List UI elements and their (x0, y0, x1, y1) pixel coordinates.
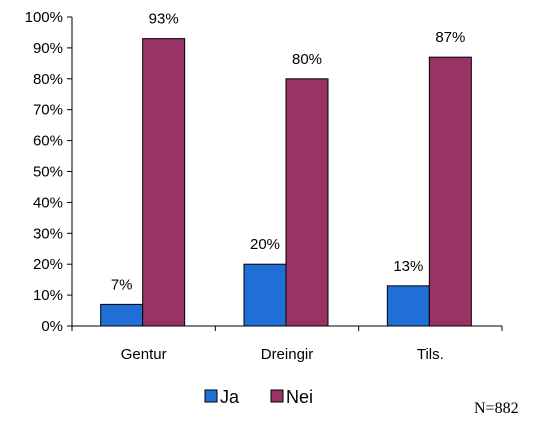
bar-ja (386, 285, 430, 327)
legend-swatch-nei (270, 389, 284, 403)
y-tick-label: 0% (41, 318, 63, 335)
y-tick-label: 20% (33, 256, 63, 273)
legend-swatch-ja (204, 389, 218, 403)
data-label: 7% (111, 276, 133, 293)
bar-nei (142, 38, 186, 327)
x-tick-label: Tils. (417, 346, 444, 363)
legend-label-nei: Nei (286, 387, 313, 407)
bar-ja (100, 303, 144, 327)
y-tick-label: 50% (33, 164, 63, 181)
x-tick-label: Gentur (121, 346, 167, 363)
y-tick-label: 60% (33, 133, 63, 150)
bar-nei (428, 56, 472, 327)
data-label: 80% (292, 51, 322, 68)
data-label: 20% (250, 236, 280, 253)
y-tick-label: 10% (33, 287, 63, 304)
bar-ja (243, 263, 287, 327)
legend-label-ja: Ja (220, 387, 240, 407)
plot-area: 7% 93% 20% 80% 13% 87% (100, 11, 472, 327)
data-label: 87% (435, 29, 465, 46)
data-label: 93% (149, 11, 179, 28)
x-tick-label: Dreingir (261, 346, 314, 363)
x-axis: Gentur Dreingir Tils. (71, 325, 503, 363)
legend: Ja Nei (204, 387, 313, 407)
data-label: 13% (393, 258, 423, 275)
y-tick-label: 30% (33, 225, 63, 242)
y-tick-label: 90% (33, 40, 63, 57)
y-tick-label: 70% (33, 102, 63, 119)
bar-nei (285, 78, 329, 327)
sample-size-note: N=882 (474, 400, 519, 417)
y-axis: 0% 10% 20% 30% 40% 50% 60% 70% 80% 90% 100% (25, 9, 73, 335)
y-tick-label: 80% (33, 71, 63, 88)
y-tick-label: 40% (33, 194, 63, 211)
y-tick-label: 100% (25, 9, 63, 26)
